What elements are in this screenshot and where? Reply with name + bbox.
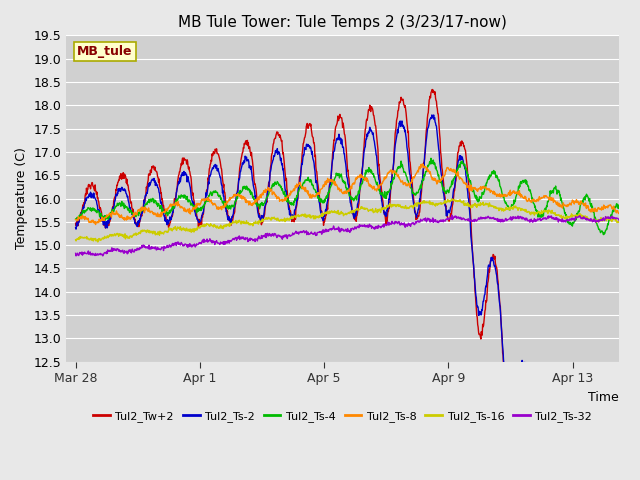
Tul2_Ts-32: [164, 244, 172, 250]
Tul2_Ts-32: [448, 212, 456, 218]
Tul2_Tw+2: [429, 86, 436, 92]
Tul2_Ts-4: [615, 202, 623, 208]
Line: Tul2_Ts-4: Tul2_Ts-4: [76, 158, 619, 235]
Tul2_Ts-16: [72, 237, 79, 242]
Tul2_Ts-2: [144, 187, 152, 193]
Tul2_Ts-16: [94, 239, 102, 245]
Tul2_Ts-4: [357, 181, 365, 187]
Tul2_Ts-32: [369, 224, 377, 230]
Tul2_Ts-4: [600, 232, 607, 238]
Tul2_Ts-2: [369, 132, 376, 137]
Tul2_Ts-32: [255, 235, 263, 240]
Tul2_Ts-16: [369, 208, 377, 214]
Tul2_Ts-4: [72, 216, 79, 222]
Tul2_Ts-8: [255, 193, 263, 199]
Tul2_Ts-8: [72, 217, 79, 223]
Line: Tul2_Ts-32: Tul2_Ts-32: [76, 215, 619, 256]
Tul2_Ts-8: [369, 185, 377, 191]
Tul2_Ts-4: [255, 202, 262, 207]
Tul2_Tw+2: [163, 217, 171, 223]
Tul2_Ts-32: [72, 253, 80, 259]
Tul2_Tw+2: [369, 106, 376, 111]
Tul2_Tw+2: [255, 212, 262, 218]
Tul2_Ts-16: [144, 228, 152, 234]
Tul2_Ts-32: [615, 217, 623, 223]
Tul2_Ts-4: [144, 199, 152, 204]
Tul2_Ts-4: [369, 171, 376, 177]
Line: Tul2_Ts-8: Tul2_Ts-8: [76, 164, 619, 225]
Tul2_Ts-8: [164, 205, 172, 211]
Line: Tul2_Ts-16: Tul2_Ts-16: [76, 199, 619, 242]
Tul2_Ts-8: [308, 195, 316, 201]
Tul2_Ts-2: [428, 112, 436, 118]
Tul2_Tw+2: [144, 180, 152, 185]
Tul2_Ts-8: [615, 210, 623, 216]
Line: Tul2_Ts-2: Tul2_Ts-2: [76, 115, 619, 480]
Line: Tul2_Tw+2: Tul2_Tw+2: [76, 89, 619, 480]
Tul2_Ts-16: [358, 205, 365, 211]
Legend: Tul2_Tw+2, Tul2_Ts-2, Tul2_Ts-4, Tul2_Ts-8, Tul2_Ts-16, Tul2_Ts-32: Tul2_Tw+2, Tul2_Ts-2, Tul2_Ts-4, Tul2_Ts…: [89, 407, 596, 426]
Tul2_Ts-16: [255, 217, 263, 223]
Tul2_Ts-2: [72, 225, 79, 230]
Tul2_Ts-8: [358, 173, 365, 179]
Y-axis label: Temperature (C): Temperature (C): [15, 147, 28, 250]
Tul2_Ts-8: [419, 161, 426, 167]
Tul2_Ts-2: [255, 214, 262, 220]
Tul2_Ts-32: [72, 251, 79, 256]
X-axis label: Time: Time: [588, 391, 619, 404]
Tul2_Ts-16: [308, 214, 316, 220]
Tul2_Tw+2: [357, 177, 365, 182]
Tul2_Ts-4: [427, 156, 435, 161]
Tul2_Ts-4: [307, 178, 315, 183]
Tul2_Ts-32: [358, 223, 365, 228]
Tul2_Ts-8: [144, 208, 152, 214]
Tul2_Tw+2: [307, 127, 315, 132]
Text: MB_tule: MB_tule: [77, 45, 133, 58]
Tul2_Ts-2: [307, 149, 315, 155]
Tul2_Ts-16: [615, 219, 623, 225]
Title: MB Tule Tower: Tule Temps 2 (3/23/17-now): MB Tule Tower: Tule Temps 2 (3/23/17-now…: [179, 15, 507, 30]
Tul2_Tw+2: [72, 220, 79, 226]
Tul2_Ts-2: [357, 176, 365, 182]
Tul2_Ts-8: [92, 222, 99, 228]
Tul2_Ts-16: [448, 196, 456, 202]
Tul2_Ts-16: [164, 228, 172, 234]
Tul2_Ts-32: [144, 245, 152, 251]
Tul2_Ts-2: [163, 222, 171, 228]
Tul2_Ts-4: [163, 209, 171, 215]
Tul2_Ts-32: [308, 230, 316, 236]
